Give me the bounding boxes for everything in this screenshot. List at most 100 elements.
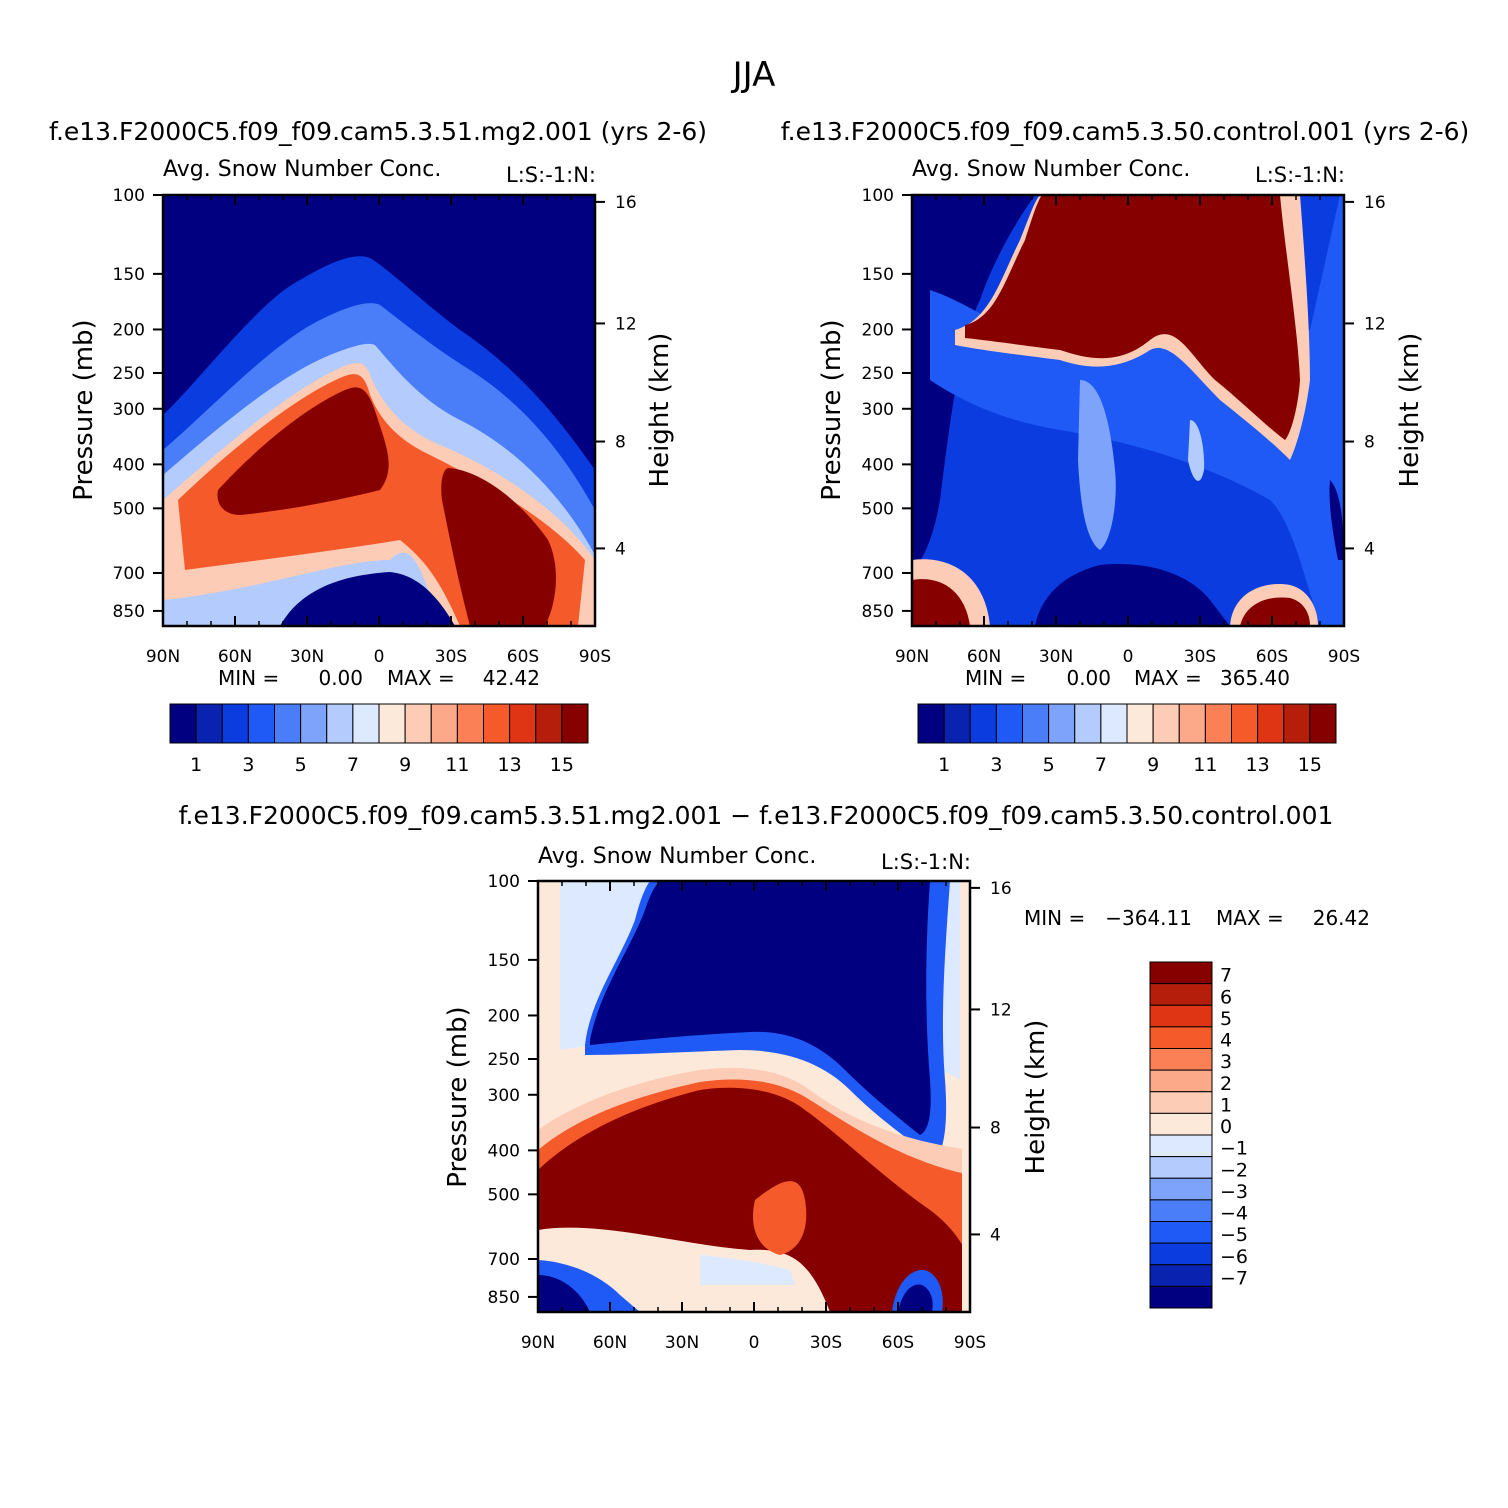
panel-1-contour-max-west [217,387,389,515]
y-tick-label: 500 [113,499,145,519]
y-tick-label: 400 [488,1141,520,1161]
y-right-tick-label: 4 [1364,539,1375,559]
colorbar-label: 2 [1220,1073,1232,1095]
colorbar-swatch [1204,703,1232,744]
panel-2-min-value: 0.00 [1066,666,1111,690]
colorbar-label: 11 [445,754,469,776]
colorbar-label: 5 [1220,1008,1232,1030]
panel-2: f.e13.F2000C5.f09_f09.cam5.3.50.control.… [781,117,1470,776]
panel-3-contour-east-strip [962,881,970,1312]
y-tick-label: 200 [488,1006,520,1026]
panel-2-label-right: L:S:-1:N: [1255,163,1345,187]
panel-2-axes: 90N 60N 30N 0 30S 60S 90S 100 150 200 250 300 400 500… [862,186,1386,667]
y-tick-label: 700 [113,564,145,584]
colorbar-swatch [1149,1112,1213,1136]
y-tick-label: 850 [488,1288,520,1308]
x-tick-label: 90S [579,647,611,667]
panel-3-contour-upper-dark [590,881,931,1135]
panel-3-contour-sw-dark [538,1275,590,1312]
colorbar-label: 5 [295,754,307,776]
panel-3-contour-lower-blue-pale [700,1255,795,1285]
y-tick-label: 500 [862,499,894,519]
colorbar-label: 0 [1220,1116,1232,1138]
panel-3-ylabel: Pressure (mb) [443,1006,473,1187]
x-tick-label: 0 [374,647,385,667]
y-right-tick-label: 4 [615,539,626,559]
panel-2-subtitle: Avg. Snow Number Conc. [912,157,1190,182]
y-right-tick-label: 12 [1364,314,1386,334]
colorbar-label: 15 [550,754,574,776]
y-tick-label: 500 [488,1185,520,1205]
panel-3-plot-area [538,881,970,1312]
x-tick-label: 30N [1039,647,1073,667]
colorbar-swatch [1048,703,1076,744]
y-tick-label: 100 [113,186,145,206]
y-tick-label: 150 [862,265,894,285]
y-right-tick-label: 16 [1364,193,1386,213]
colorbar-swatch [1149,1004,1213,1028]
panel-1-max-value: 42.42 [483,666,540,690]
colorbar-swatch [1149,961,1213,985]
y-tick-label: 200 [862,320,894,340]
panel-2-contour-lower-dark [1035,564,1230,626]
panel-1-max-label: MAX = [387,666,455,690]
x-tick-label: 60S [507,647,539,667]
panel-1-ylabel-right: Height (km) [645,333,675,488]
panel-2-contour-sw-max [912,579,970,626]
figure-title: JJA [731,55,776,95]
panel-3-min-value: −364.11 [1105,906,1192,930]
colorbar-label: −2 [1220,1159,1248,1181]
panel-2-plot-area [912,195,1344,626]
colorbar-swatch [535,703,563,744]
x-tick-label: 30S [810,1333,842,1353]
colorbar-swatch [1309,703,1337,744]
panel-1: f.e13.F2000C5.f09_f09.cam5.3.51.mg2.001 … [49,117,707,776]
panel-3: f.e13.F2000C5.f09_f09.cam5.3.51.mg2.001 … [179,801,1370,1353]
y-tick-label: 150 [488,951,520,971]
x-tick-label: 30N [665,1333,699,1353]
colorbar-label: −6 [1220,1246,1248,1268]
panel-1-ylabel: Pressure (mb) [69,319,99,500]
x-tick-label: 60N [967,647,1001,667]
colorbar-swatch [352,703,380,744]
panel-3-subtitle: Avg. Snow Number Conc. [538,844,816,869]
colorbar-label: 1 [938,754,950,776]
y-right-tick-label: 16 [615,193,637,213]
panel-3-axes: 90N 60N 30N 0 30S 60S 90S 100 150 200 250 300 400 500… [488,872,1012,1353]
colorbar-label: 11 [1193,754,1217,776]
y-right-tick-label: 8 [990,1119,1001,1139]
x-tick-label: 60S [882,1333,914,1353]
y-tick-label: 100 [862,186,894,206]
colorbar-swatch [1149,1221,1213,1244]
panel-2-contour-upper-blue [930,195,1344,626]
colorbar-swatch [995,703,1023,744]
colorbar-swatch [1178,703,1206,744]
panel-1-axes: 90N 60N 30N 0 30S 60S 90S 100 150 200 250 300 400 500… [113,186,637,667]
x-tick-label: 30N [290,647,324,667]
panel-3-contour-mid-tongue [752,1181,807,1255]
x-tick-label: 0 [749,1333,760,1353]
x-tick-label: 90S [1328,647,1360,667]
colorbar-label: 3 [242,754,254,776]
panel-2-contour-pale-column [1188,420,1205,481]
colorbar-swatch [1022,703,1050,744]
colorbar-swatch [274,703,302,744]
colorbar-label: 6 [1220,986,1232,1008]
y-tick-label: 100 [488,872,520,892]
colorbar-label: −4 [1220,1203,1248,1225]
colorbar-label: −7 [1220,1267,1248,1289]
panel-1-colorbar: 1 3 5 7 9 11 13 15 [169,703,589,776]
y-right-tick-label: 8 [1364,433,1375,453]
panel-1-contour-max-east [441,468,556,626]
colorbar-label: 1 [190,754,202,776]
panel-2-ylabel: Pressure (mb) [817,319,847,500]
colorbar-swatch [509,703,537,744]
colorbar-swatch [221,703,249,744]
x-tick-label: 60N [218,647,252,667]
y-tick-label: 850 [113,602,145,622]
colorbar-label: 5 [1043,754,1055,776]
colorbar-swatch [1152,703,1180,744]
colorbar-swatch [1149,1156,1213,1179]
panel-2-max-label: MAX = [1134,666,1202,690]
